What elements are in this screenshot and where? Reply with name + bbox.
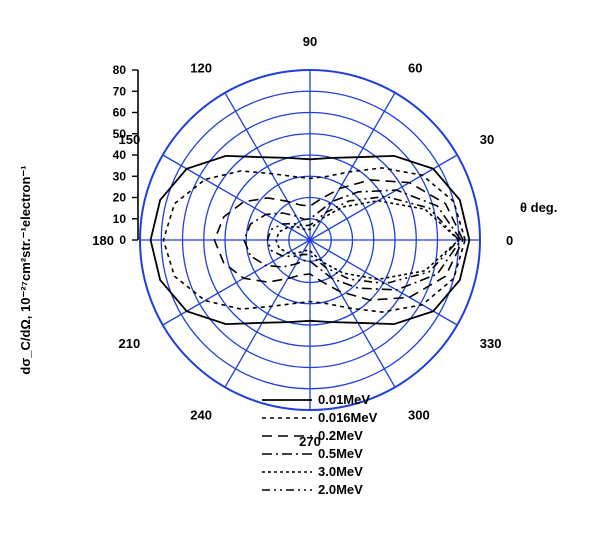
legend-label: 2.0MeV: [318, 482, 363, 497]
angle-tick-label: 180: [92, 233, 114, 248]
angle-tick-label: 120: [190, 60, 212, 75]
theta-axis-title: θ deg.: [520, 200, 557, 215]
angle-tick-label: 90: [303, 34, 317, 49]
radial-tick-label: 30: [113, 169, 127, 183]
radial-tick-label: 70: [113, 84, 127, 98]
radial-tick-label: 50: [113, 127, 127, 141]
legend-label: 0.016MeV: [318, 410, 378, 425]
legend-label: 0.5MeV: [318, 446, 363, 461]
angle-tick-label: 330: [480, 336, 502, 351]
legend-label: 0.01MeV: [318, 392, 370, 407]
legend-label: 3.0MeV: [318, 464, 363, 479]
polar-grid-spoke: [225, 93, 310, 240]
polar-grid-spoke: [163, 155, 310, 240]
angle-tick-label: 210: [119, 336, 141, 351]
polar-grid-spoke: [225, 240, 310, 387]
angle-tick-label: 60: [408, 60, 422, 75]
radial-tick-label: 0: [119, 233, 126, 247]
angle-tick-label: 30: [480, 132, 494, 147]
angle-tick-label: 240: [190, 408, 212, 423]
radial-axis-title: dσ_C/dΩ, 10⁻²⁷cm²str.⁻¹electron⁻¹: [18, 165, 33, 374]
legend-label: 0.2MeV: [318, 428, 363, 443]
angle-tick-label: 0: [506, 233, 513, 248]
radial-tick-label: 40: [113, 148, 127, 162]
angle-tick-label: 300: [408, 408, 430, 423]
radial-tick-label: 10: [113, 212, 127, 226]
radial-tick-label: 60: [113, 106, 127, 120]
polar-grid-spoke: [310, 240, 395, 387]
radial-tick-label: 80: [113, 63, 127, 77]
radial-tick-label: 20: [113, 191, 127, 205]
